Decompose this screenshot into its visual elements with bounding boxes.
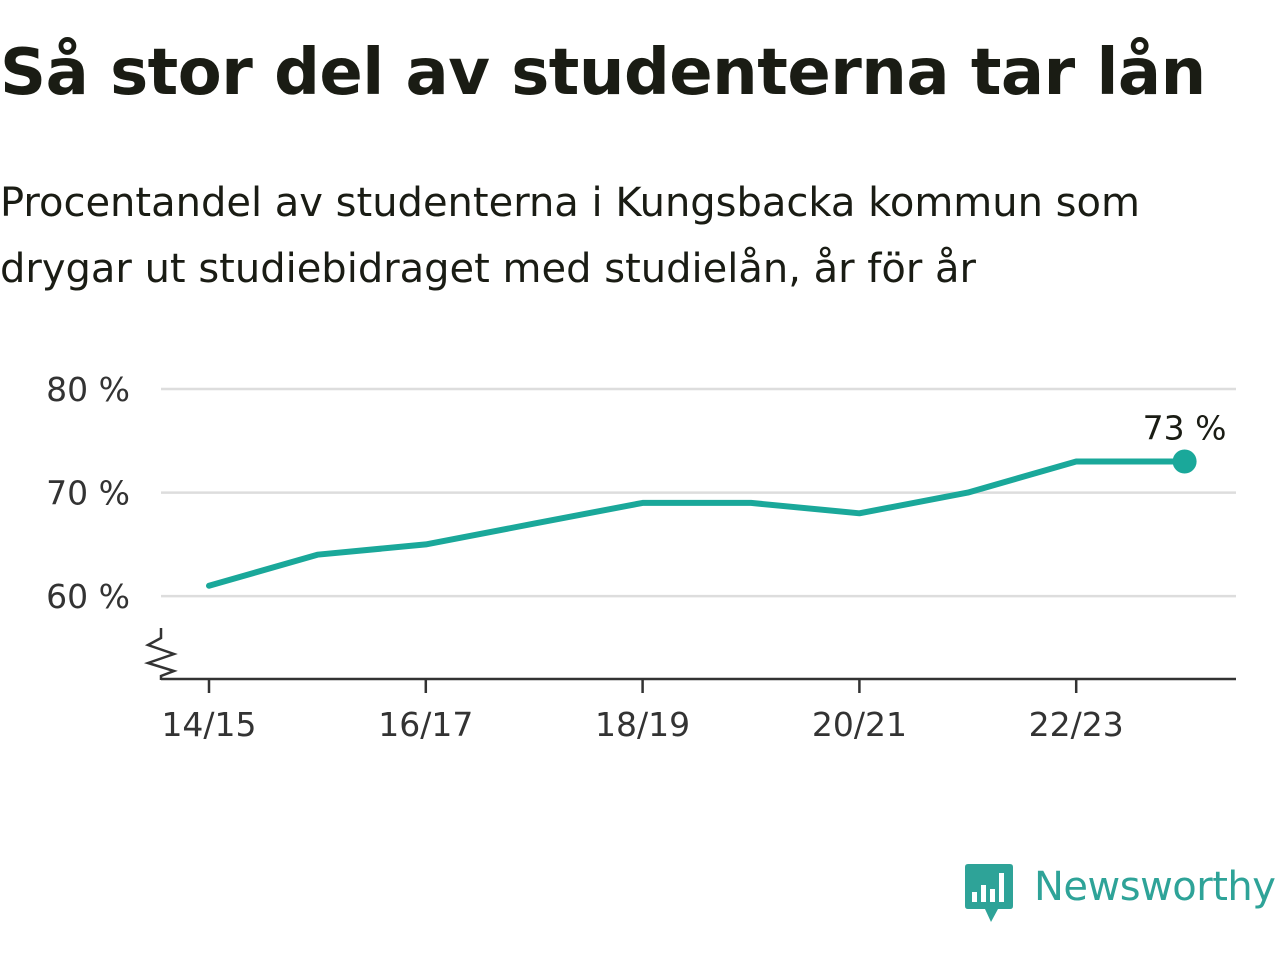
axis-break-symbol: [143, 628, 178, 680]
x-tick-label: 16/17: [378, 705, 473, 744]
grid-lines: [161, 387, 1236, 598]
newsworthy-logo-text: Newsworthy: [1034, 864, 1276, 910]
x-tick-label: 20/21: [812, 705, 907, 744]
chart-title: Så stor del av studenterna tar lån: [0, 36, 1206, 110]
x-tick-label: 22/23: [1029, 705, 1124, 744]
end-value-label: 73 %: [1143, 409, 1227, 448]
y-tick-label: 60 %: [46, 577, 130, 616]
y-axis-ticks: 60 % 70 % 80 %: [46, 370, 130, 616]
series-line: [206, 458, 1188, 589]
end-point-marker: [1172, 449, 1197, 474]
chart-subtitle: Procentandel av studenterna i Kungsbacka…: [0, 180, 1140, 292]
y-tick-label: 80 %: [46, 370, 130, 409]
y-tick-label: 70 %: [46, 474, 130, 513]
x-tick-label: 14/15: [161, 705, 256, 744]
x-axis-ticks: 14/15 16/17 18/19 20/21 22/23: [161, 679, 1124, 744]
newsworthy-logo: Newsworthy: [964, 862, 1276, 926]
newsworthy-logo-icon: [965, 864, 1013, 922]
x-tick-label: 18/19: [595, 705, 690, 744]
